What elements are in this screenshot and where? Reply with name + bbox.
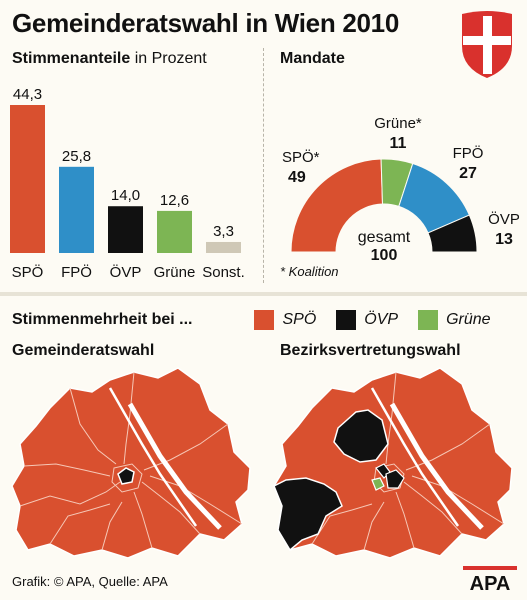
bar-value-sonst: 3,3: [213, 223, 234, 240]
map-title-bezirk: Bezirksvertretungswahl: [280, 342, 461, 359]
bar-category-sonst: Sonst.: [202, 264, 245, 281]
legend-swatch-grune: [418, 310, 439, 330]
seat-count-grune: 11: [390, 135, 407, 152]
bar-ovp: [108, 206, 143, 253]
legend-item-spo: SPÖ: [254, 310, 316, 330]
vote-share-bar-chart: 44,3 SPÖ 25,8 FPÖ 14,0 ÖVP 12,6 Grüne 3,3 Sonst.: [10, 86, 245, 281]
bar-value-grune: 12,6: [160, 192, 189, 209]
legend-item-grune: Grüne: [418, 310, 491, 330]
bar-grune: [157, 210, 192, 253]
bar-category-fpo: FPÖ: [61, 263, 92, 281]
seat-party-ovp: ÖVP: [488, 210, 520, 228]
legend-swatch-ovp: [336, 310, 357, 330]
seat-total-label: gesamt: [358, 229, 411, 246]
seat-party-spo: SPÖ*: [282, 148, 320, 166]
legend-swatch-spo: [254, 310, 275, 330]
vienna-crest-icon: [462, 11, 512, 78]
majority-legend: Stimmenmehrheit bei ... SPÖ ÖVP Grüne: [12, 310, 511, 330]
bar-category-grune: Grüne: [154, 264, 196, 281]
right-panel-heading: Mandate: [280, 50, 345, 67]
page-title: Gemeinderatswahl in Wien 2010: [12, 8, 399, 38]
bar-spo: [10, 105, 45, 253]
bar-value-spo: 44,3: [13, 86, 42, 103]
bar-value-ovp: 14,0: [111, 187, 140, 204]
seat-count-fpo: 27: [459, 165, 477, 182]
legend-title: Stimmenmehrheit bei ...: [12, 311, 193, 328]
bar-category-spo: SPÖ: [12, 263, 44, 281]
seat-segment-spo: [290, 158, 384, 253]
coalition-footnote: * Koalition: [280, 264, 339, 279]
bar-sonst: [206, 241, 241, 253]
bar-category-ovp: ÖVP: [110, 263, 142, 281]
bar-value-fpo: 25,8: [62, 148, 91, 165]
vienna-map-gemeinderat: [11, 367, 251, 559]
section-divider: [0, 292, 527, 296]
seat-party-grune: Grüne*: [374, 115, 422, 132]
map-title-gemeinderat: Gemeinderatswahl: [12, 342, 155, 359]
seat-count-ovp: 13: [495, 231, 513, 248]
seat-segment-ovp: [427, 214, 478, 253]
left-panel-heading: Stimmenanteile in Prozent: [12, 50, 207, 67]
legend-item-ovp: ÖVP: [336, 310, 398, 330]
footer-credit: Grafik: © APA, Quelle: APA: [12, 574, 168, 589]
seat-count-spo: 49: [288, 169, 306, 186]
svg-text:APA: APA: [470, 573, 511, 592]
bar-fpo: [59, 166, 94, 253]
seat-total-value: 100: [371, 247, 398, 264]
panel-divider: [263, 48, 264, 283]
seat-party-fpo: FPÖ: [453, 144, 484, 162]
apa-logo: APA: [463, 566, 517, 592]
vienna-map-bezirk: [273, 367, 513, 559]
